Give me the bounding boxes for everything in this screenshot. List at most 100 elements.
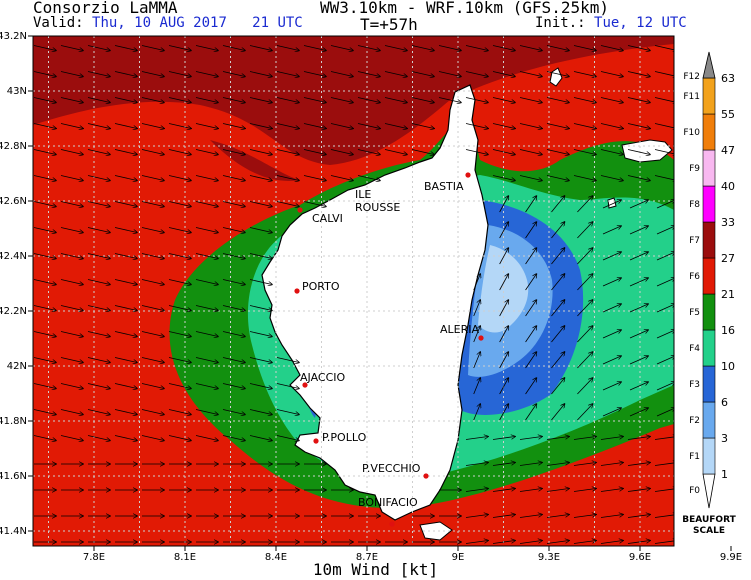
wind-arrow bbox=[525, 248, 537, 265]
wind-arrow bbox=[627, 437, 650, 440]
wind-arrow bbox=[577, 222, 592, 239]
wind-arrow bbox=[656, 200, 674, 209]
wind-arrow bbox=[222, 435, 245, 441]
wind-arrow bbox=[384, 149, 407, 155]
wind-arrow bbox=[87, 279, 110, 285]
wind-arrow bbox=[276, 175, 299, 181]
wind-arrow bbox=[33, 123, 56, 129]
legend-value-label: 40 bbox=[721, 180, 735, 193]
wind-arrow bbox=[627, 515, 650, 518]
wind-arrow bbox=[168, 45, 191, 51]
lat-tick-label: 42N bbox=[7, 361, 27, 372]
place-label: ALERIA bbox=[440, 323, 479, 336]
wind-arrow bbox=[87, 253, 110, 259]
wind-arrow bbox=[114, 227, 137, 233]
wind-arrow bbox=[627, 45, 650, 51]
wind-arrow bbox=[141, 45, 164, 51]
wind-arrow bbox=[33, 71, 56, 77]
wind-arrow bbox=[330, 149, 353, 155]
wind-arrow bbox=[519, 45, 542, 51]
zone-f1 bbox=[478, 245, 529, 333]
lat-tick-label: 41.6N bbox=[0, 471, 27, 482]
wind-arrow bbox=[577, 274, 592, 291]
wind-arrow bbox=[87, 409, 110, 415]
wind-arrow bbox=[168, 97, 191, 103]
graticule bbox=[33, 36, 674, 546]
wind-arrow bbox=[33, 383, 56, 389]
wind-arrow bbox=[577, 378, 592, 395]
legend-value-label: 6 bbox=[721, 396, 728, 409]
wind-arrow bbox=[60, 357, 83, 363]
wind-arrow bbox=[357, 175, 380, 181]
place-label: ROUSSE bbox=[355, 201, 400, 214]
lat-tick-label: 42.6N bbox=[0, 196, 27, 207]
wind-arrow bbox=[114, 357, 137, 363]
valid-label: Valid: bbox=[33, 15, 84, 31]
wind-arrow bbox=[519, 97, 542, 103]
lat-tick-label: 41.4N bbox=[0, 526, 27, 537]
wind-arrow bbox=[465, 123, 488, 129]
wind-arrow bbox=[195, 383, 218, 389]
wind-arrow bbox=[499, 404, 509, 421]
lat-tick-label: 43.2N bbox=[0, 31, 27, 42]
wind-arrow bbox=[411, 123, 434, 129]
wind-arrow bbox=[573, 149, 596, 155]
legend-value-label: 21 bbox=[721, 288, 735, 301]
wind-arrow bbox=[519, 175, 542, 181]
wind-arrow bbox=[546, 97, 569, 103]
wind-arrow bbox=[525, 326, 537, 343]
wind-arrow bbox=[33, 45, 56, 51]
wind-arrow bbox=[114, 305, 137, 311]
wind-arrow bbox=[627, 489, 650, 492]
wind-arrow bbox=[60, 435, 83, 441]
wind-arrow bbox=[168, 357, 191, 363]
legend-beaufort-label: F9 bbox=[689, 164, 700, 174]
wind-arrow bbox=[519, 123, 542, 129]
wind-arrow bbox=[222, 227, 245, 233]
wind-arrow bbox=[384, 123, 407, 129]
wind-arrow bbox=[654, 123, 674, 129]
legend-beaufort-label: F7 bbox=[689, 236, 700, 246]
place-marker bbox=[302, 382, 308, 388]
wind-arrow bbox=[656, 252, 674, 261]
wind-arrow bbox=[551, 326, 564, 343]
wind-arrow bbox=[465, 45, 488, 51]
wind-arrow bbox=[438, 45, 461, 51]
wind-arrow bbox=[60, 123, 83, 129]
wind-arrow bbox=[629, 226, 648, 235]
wind-arrow bbox=[627, 463, 650, 466]
wind-arrow bbox=[654, 541, 674, 544]
wind-arrow bbox=[195, 227, 218, 233]
wind-arrow bbox=[602, 408, 621, 417]
wind-arrow bbox=[168, 175, 191, 181]
legend-tip-bottom bbox=[702, 473, 716, 509]
wind-arrow bbox=[465, 437, 488, 440]
wind-arrow bbox=[384, 71, 407, 77]
wind-arrow bbox=[141, 123, 164, 129]
wind-arrow bbox=[303, 201, 326, 207]
legend-swatch bbox=[702, 329, 716, 367]
wind-arrow bbox=[87, 71, 110, 77]
legend-scale-title: BEAUFORT bbox=[682, 515, 736, 525]
wind-arrow bbox=[222, 71, 245, 77]
wind-arrow bbox=[357, 45, 380, 51]
wind-arrow bbox=[499, 274, 509, 291]
wind-arrow bbox=[600, 45, 623, 51]
wind-arrow bbox=[551, 352, 564, 369]
wind-arrow bbox=[276, 409, 299, 415]
wind-arrow bbox=[330, 45, 353, 51]
wind-arrow bbox=[87, 123, 110, 129]
wind-arrow bbox=[525, 222, 537, 239]
wind-arrow bbox=[551, 196, 564, 213]
wind-arrow bbox=[577, 404, 592, 421]
wind-arrow bbox=[499, 222, 509, 239]
wind-arrow bbox=[195, 357, 218, 363]
wind-arrow bbox=[87, 331, 110, 337]
wind-arrow bbox=[411, 97, 434, 103]
wind-arrow bbox=[33, 409, 56, 415]
wind-arrow bbox=[551, 300, 564, 317]
wind-arrow bbox=[654, 175, 674, 181]
wind-arrow bbox=[195, 409, 218, 415]
wind-arrow bbox=[577, 196, 592, 213]
wind-arrow bbox=[577, 326, 592, 343]
